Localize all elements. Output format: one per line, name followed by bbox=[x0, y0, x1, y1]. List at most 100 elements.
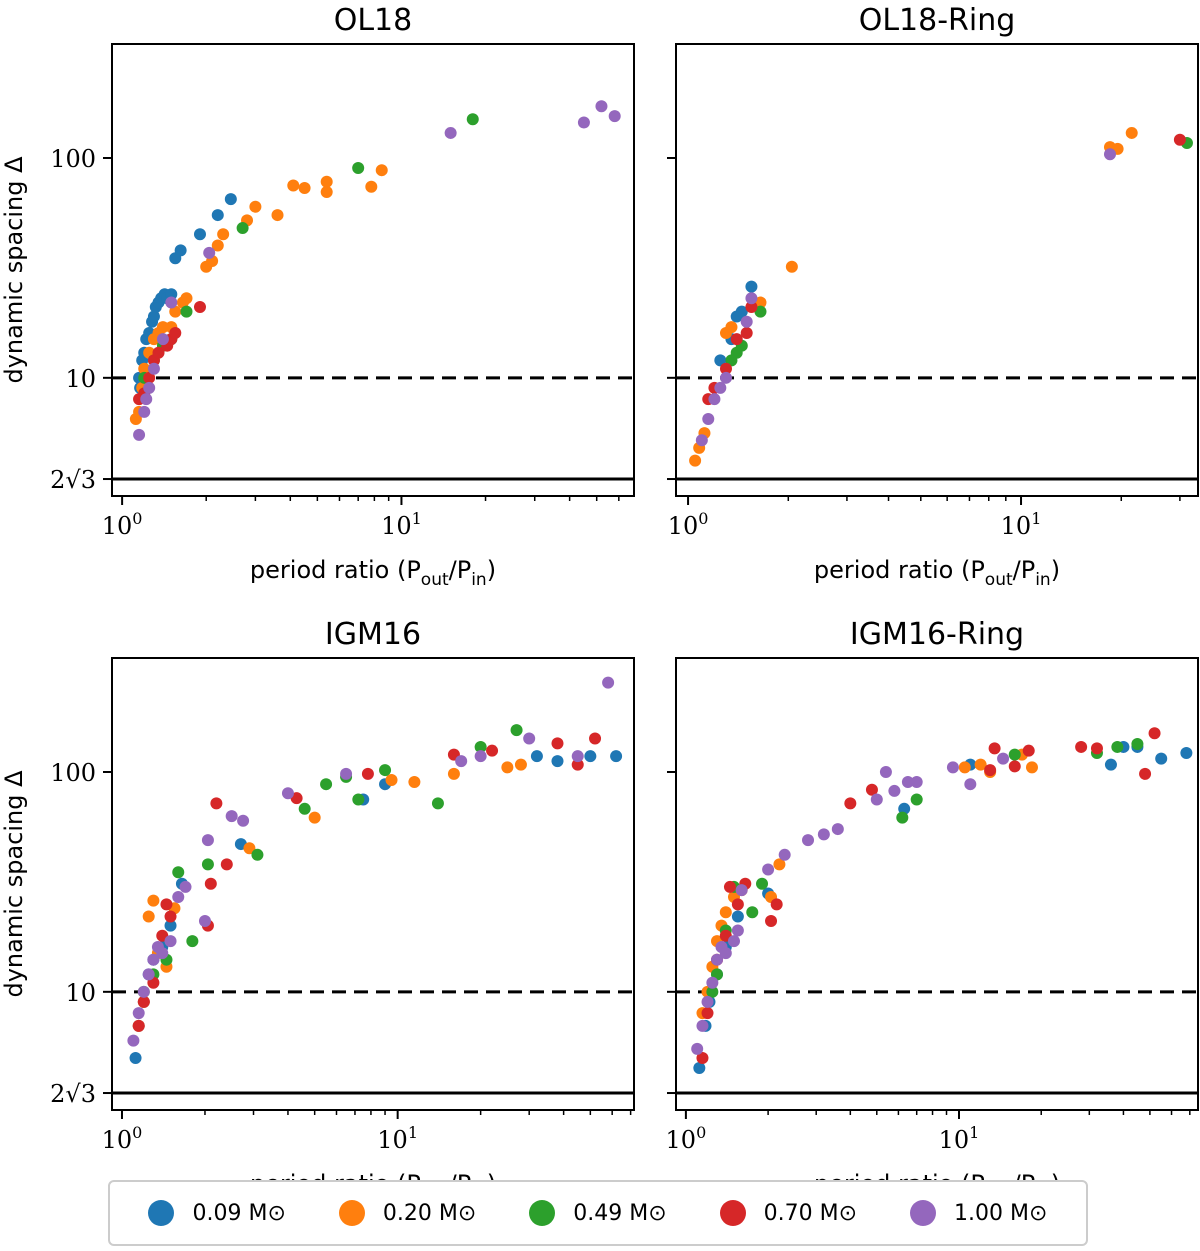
data-point bbox=[727, 935, 740, 948]
data-point bbox=[217, 228, 230, 241]
x-axis-label: period ratio (Pout/Pin) bbox=[814, 556, 1060, 590]
series-4 bbox=[133, 100, 621, 441]
data-point bbox=[1148, 727, 1161, 740]
data-point bbox=[773, 858, 786, 871]
data-point bbox=[201, 834, 214, 847]
data-point bbox=[958, 761, 971, 774]
x-tick-label: 101 bbox=[1001, 509, 1042, 540]
data-point bbox=[765, 914, 778, 927]
data-point bbox=[964, 778, 977, 791]
series-3 bbox=[702, 133, 1186, 406]
panel-title: IGM16-Ring bbox=[850, 617, 1024, 652]
data-point bbox=[486, 744, 499, 757]
data-point bbox=[831, 823, 844, 836]
data-point bbox=[138, 405, 151, 418]
series-4 bbox=[691, 752, 1010, 1055]
x-tick-label: 101 bbox=[381, 509, 422, 540]
data-point bbox=[746, 906, 759, 919]
data-point bbox=[204, 877, 217, 890]
data-point bbox=[701, 995, 714, 1008]
data-point bbox=[320, 778, 333, 791]
data-point bbox=[723, 880, 736, 893]
legend-marker-0.49 bbox=[529, 1200, 556, 1226]
data-point bbox=[901, 776, 914, 789]
series-2 bbox=[138, 113, 479, 384]
x-tick-label: 100 bbox=[102, 509, 143, 540]
data-point bbox=[719, 947, 732, 960]
data-point bbox=[455, 755, 468, 768]
data-point bbox=[740, 315, 753, 328]
data-point bbox=[160, 898, 173, 911]
data-point bbox=[225, 810, 238, 823]
data-point bbox=[143, 371, 156, 384]
data-point bbox=[802, 834, 815, 847]
data-point bbox=[730, 333, 743, 346]
data-point bbox=[186, 935, 199, 948]
panel-title: IGM16 bbox=[325, 617, 421, 652]
legend-marker-0.70 bbox=[719, 1200, 746, 1226]
series-4 bbox=[127, 676, 615, 1047]
legend-item-0.09: 0.09 M⊙ bbox=[148, 1200, 286, 1226]
data-point bbox=[251, 848, 264, 861]
data-point bbox=[287, 179, 300, 192]
y-axis-label: dynamic spacing Δ bbox=[0, 770, 28, 998]
y-tick-label: 2√3 bbox=[50, 1080, 96, 1108]
data-point bbox=[708, 393, 721, 406]
data-point bbox=[237, 814, 250, 827]
data-point bbox=[770, 898, 783, 911]
legend-label-1.00: 1.00 M⊙ bbox=[954, 1200, 1048, 1226]
data-point bbox=[701, 1007, 714, 1020]
data-point bbox=[236, 222, 249, 235]
data-point bbox=[138, 362, 151, 375]
legend-item-1.00: 1.00 M⊙ bbox=[910, 1200, 1047, 1226]
data-point bbox=[571, 758, 584, 771]
series-0 bbox=[129, 750, 623, 1064]
data-point bbox=[689, 454, 702, 467]
axes-frame bbox=[111, 43, 635, 497]
x-tick-label: 100 bbox=[668, 509, 709, 540]
series-3 bbox=[132, 732, 602, 1032]
data-point bbox=[745, 280, 758, 293]
data-point bbox=[608, 110, 621, 123]
data-point bbox=[865, 783, 878, 796]
data-point bbox=[249, 200, 262, 213]
data-point bbox=[589, 732, 602, 745]
series-2 bbox=[725, 136, 1193, 367]
data-point bbox=[1103, 148, 1116, 161]
data-point bbox=[365, 180, 378, 193]
data-point bbox=[211, 209, 224, 222]
data-point bbox=[1180, 747, 1193, 760]
data-point bbox=[193, 228, 206, 241]
data-point bbox=[1090, 742, 1103, 755]
data-point bbox=[474, 740, 487, 753]
data-point bbox=[132, 1019, 145, 1032]
y-tick-label: 100 bbox=[50, 759, 96, 787]
data-point bbox=[210, 797, 223, 810]
data-point bbox=[408, 776, 421, 789]
data-point bbox=[340, 767, 353, 780]
data-point bbox=[220, 858, 233, 871]
data-point bbox=[127, 1034, 140, 1047]
data-point bbox=[474, 750, 487, 763]
data-point bbox=[152, 346, 165, 359]
data-point bbox=[169, 326, 182, 339]
legend-label-0.09: 0.09 M⊙ bbox=[192, 1200, 286, 1226]
data-point bbox=[1155, 752, 1168, 765]
data-point bbox=[706, 976, 719, 989]
data-point bbox=[510, 724, 523, 737]
data-point bbox=[147, 894, 160, 907]
data-point bbox=[142, 968, 155, 981]
data-point bbox=[156, 947, 169, 960]
axes-frame bbox=[111, 657, 635, 1111]
x-tick-label: 100 bbox=[102, 1123, 143, 1154]
data-point bbox=[1008, 748, 1021, 761]
data-point bbox=[946, 761, 959, 774]
legend-item-0.49: 0.49 M⊙ bbox=[529, 1200, 667, 1226]
data-point bbox=[169, 305, 182, 318]
data-point bbox=[140, 393, 153, 406]
legend-label-0.20: 0.20 M⊙ bbox=[382, 1200, 477, 1226]
data-point bbox=[974, 758, 987, 771]
x-tick-label: 101 bbox=[377, 1123, 418, 1154]
data-point bbox=[447, 767, 460, 780]
